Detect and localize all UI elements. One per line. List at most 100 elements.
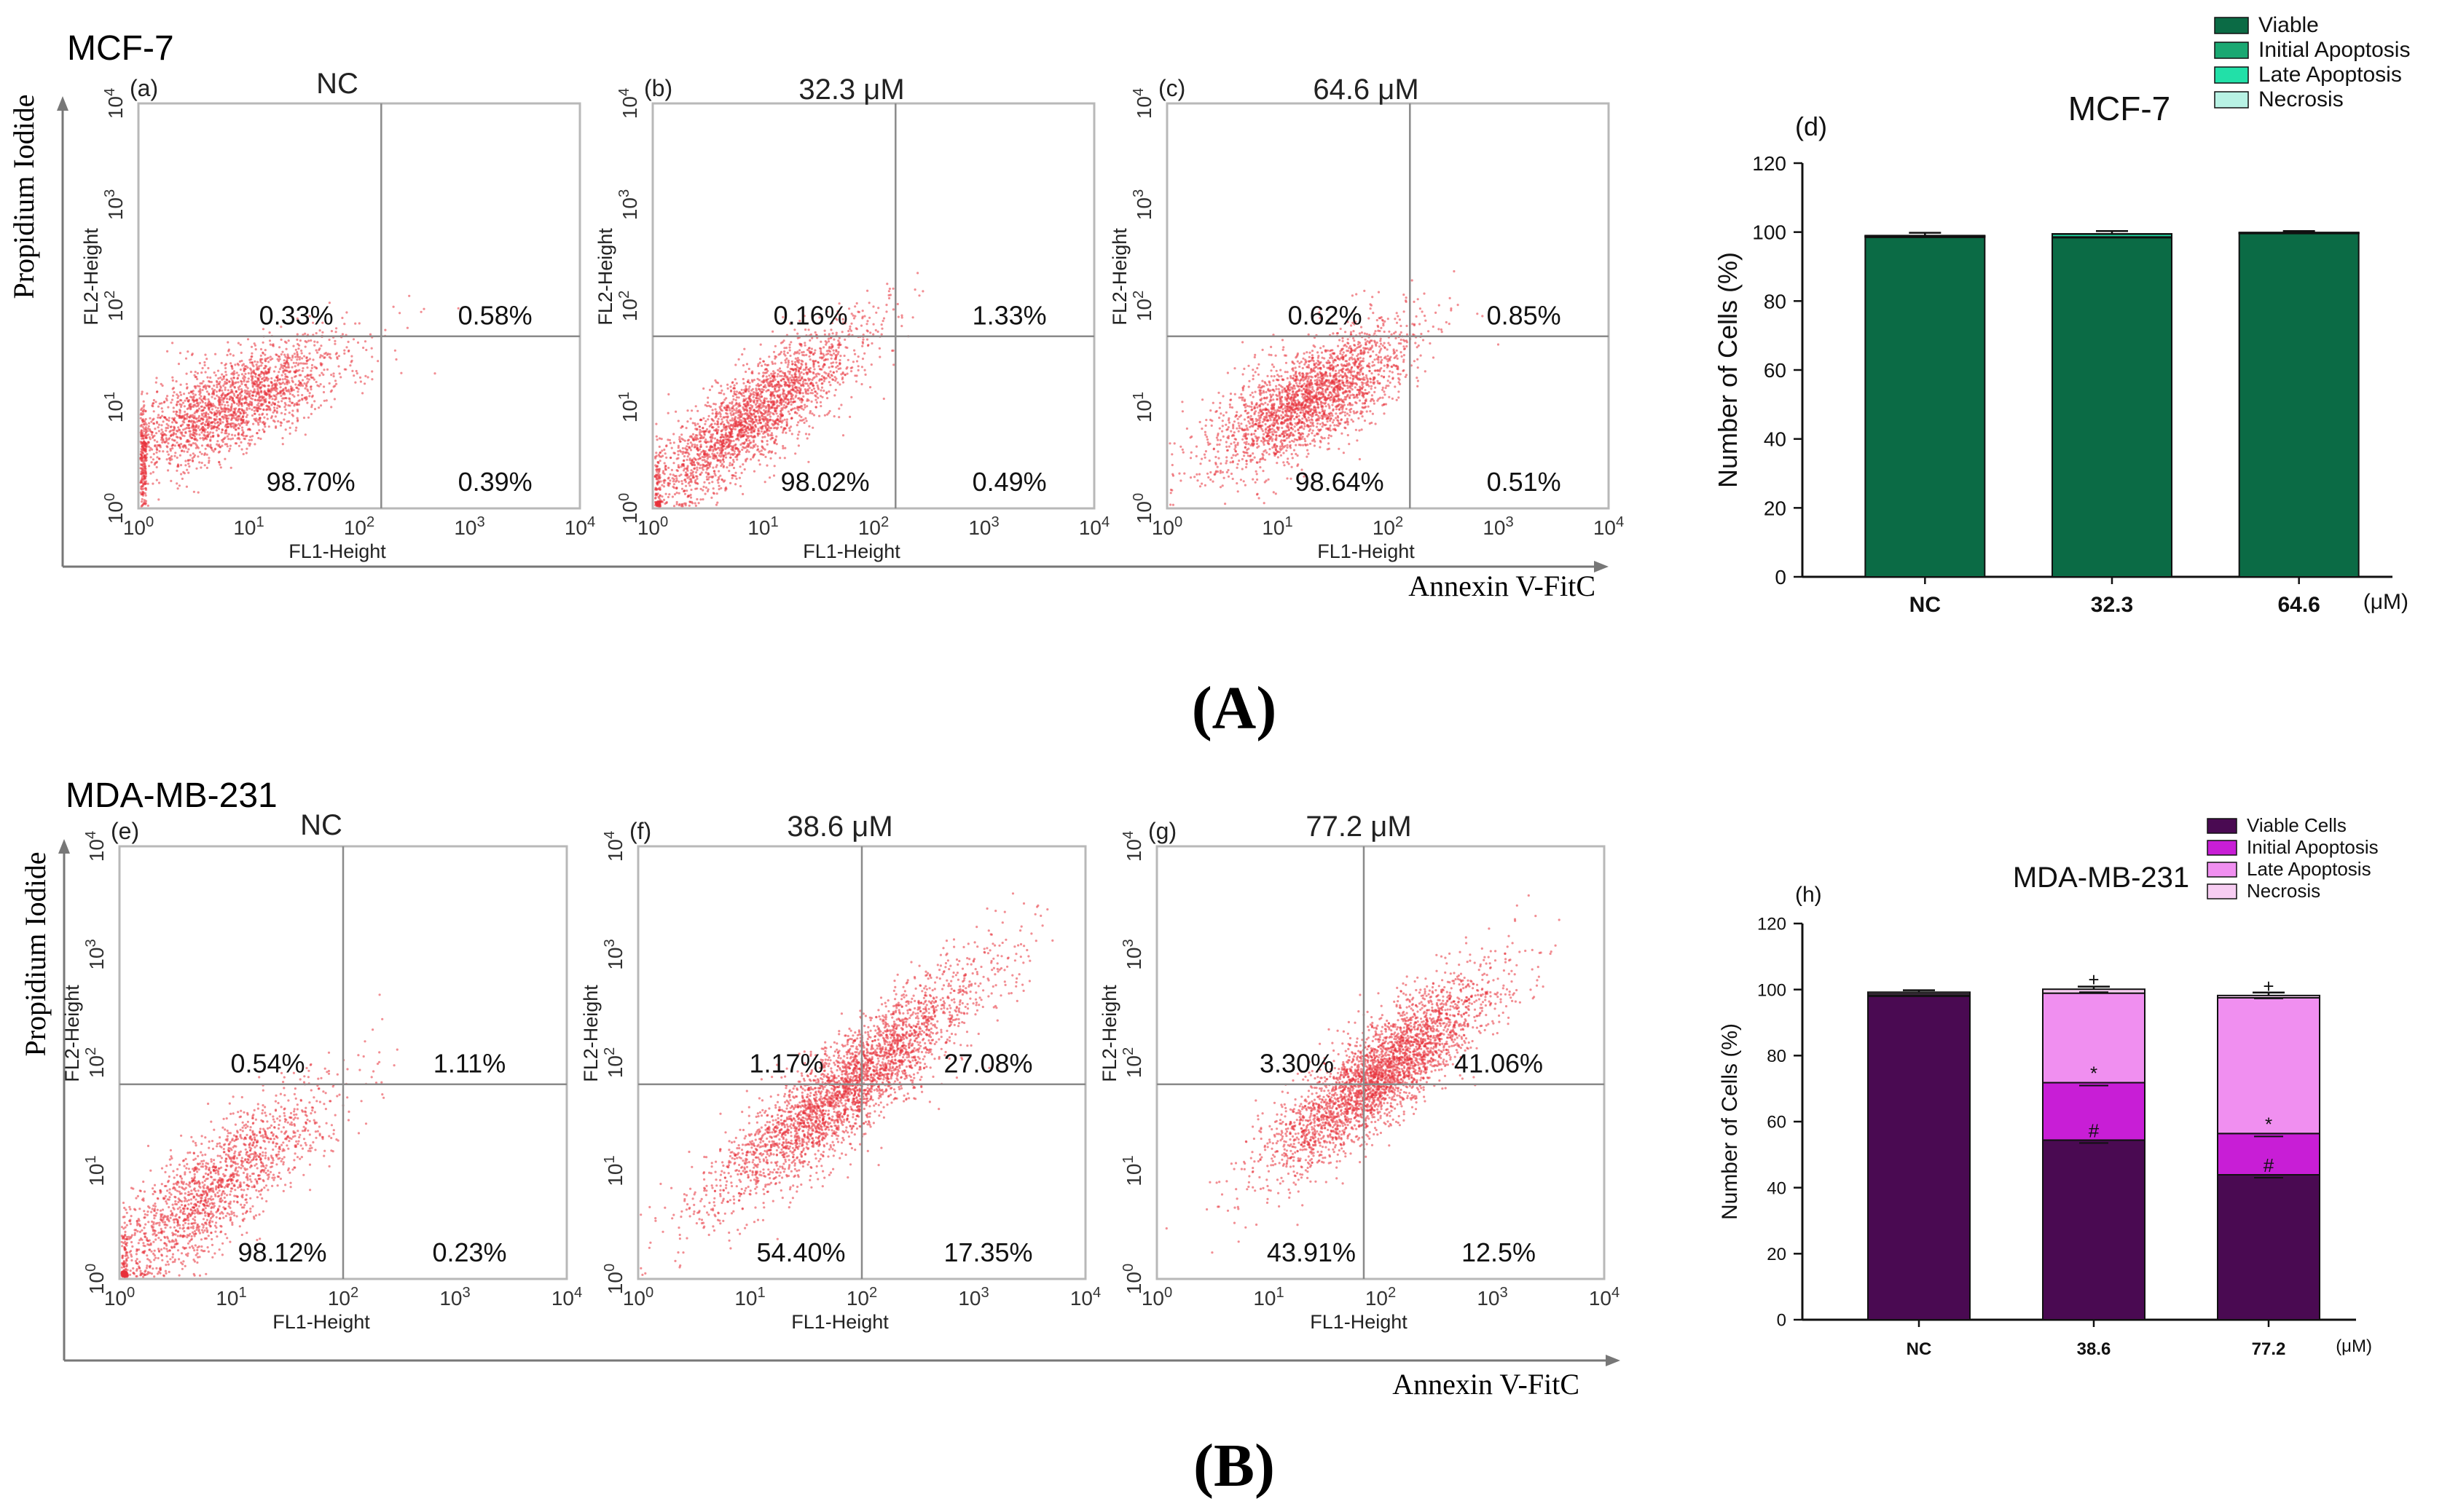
flow-event-dot [804, 366, 807, 369]
x-tick-label: 100 [637, 514, 668, 539]
flow-event-dot [727, 422, 730, 425]
flow-event-dot [677, 457, 680, 460]
flow-event-dot [788, 427, 791, 430]
flow-event-dot [218, 450, 221, 453]
flow-event-dot [820, 356, 823, 359]
flow-event-dot [195, 399, 198, 402]
flow-event-dot [784, 401, 788, 404]
flow-event-dot [364, 374, 367, 378]
flow-event-dot [283, 353, 286, 356]
flow-event-dot [861, 315, 864, 318]
flow-event-dot [235, 402, 238, 406]
flow-event-dot [222, 377, 225, 380]
flow-event-dot [788, 370, 792, 374]
flow-event-dot [710, 417, 713, 420]
flow-event-dot [161, 410, 164, 413]
flow-event-dot [262, 341, 264, 344]
flow-event-dot [804, 417, 807, 420]
flow-event-dot [826, 413, 829, 416]
flow-event-dot [739, 484, 742, 488]
flow-event-dot [843, 354, 846, 358]
flow-event-dot [699, 428, 702, 432]
flow-event-dot [812, 371, 815, 374]
flow-event-dot [200, 452, 203, 455]
flow-event-dot [772, 378, 774, 381]
flow-event-dot [239, 343, 242, 346]
flow-event-dot [262, 352, 264, 355]
flow-event-dot [786, 366, 789, 369]
flow-event-dot [301, 393, 304, 397]
flow-event-dot [392, 305, 395, 308]
flow-event-dot [699, 446, 702, 449]
flow-event-dot [782, 444, 785, 448]
flow-event-dot [784, 427, 787, 430]
flow-event-dot [766, 382, 770, 385]
flow-event-dot [794, 357, 797, 360]
flow-event-dot [208, 409, 211, 412]
flow-event-dot [364, 340, 367, 343]
flow-event-dot [141, 476, 144, 479]
flow-event-dot [728, 406, 731, 410]
charts-layer: 100 101 102 103 104100101102103104FL1-Height… [61, 13, 2410, 1359]
flow-event-dot [788, 429, 791, 432]
flow-event-dot [189, 371, 192, 374]
flow-event-dot [1247, 420, 1250, 423]
flow-event-dot [259, 381, 262, 384]
flow-event-dot [176, 482, 178, 485]
flow-event-dot [236, 362, 239, 366]
flow-event-dot [709, 436, 712, 438]
quadrant-lower-left-value: 98.70% [267, 467, 356, 497]
flow-event-dot [688, 484, 691, 487]
flow-event-dot [243, 402, 246, 405]
flow-event-dot [329, 357, 332, 360]
flow-event-dot [248, 442, 252, 446]
flow-event-dot [664, 492, 667, 495]
flow-event-dot [773, 465, 776, 468]
flow-event-dot [1288, 441, 1291, 444]
flow-event-dot [189, 434, 192, 438]
flow-event-dot [228, 408, 231, 411]
flow-event-dot [790, 409, 793, 412]
flow-event-dot [798, 349, 801, 352]
flow-event-dot [139, 441, 142, 444]
flow-event-dot [876, 330, 879, 333]
flow-event-dot [200, 422, 203, 425]
flow-event-dot [753, 393, 755, 396]
flow-event-dot [270, 381, 273, 384]
flow-event-dot [240, 401, 243, 405]
flow-event-dot [696, 481, 699, 485]
flow-event-dot [275, 395, 278, 398]
flow-event-dot [664, 468, 667, 471]
flow-event-dot [194, 371, 197, 374]
flow-event-dot [1248, 379, 1251, 382]
flow-event-dot [766, 400, 769, 403]
flow-event-dot [675, 480, 678, 483]
flow-event-dot [683, 460, 686, 462]
flow-event-dot [718, 391, 721, 395]
flow-event-dot [303, 355, 306, 358]
flow-event-dot [1206, 441, 1209, 444]
flow-event-dot [761, 436, 764, 439]
flow-event-dot [290, 358, 293, 361]
flow-event-dot [257, 436, 260, 440]
flow-event-dot [149, 472, 152, 475]
flow-event-dot [152, 410, 155, 413]
flow-event-dot [774, 407, 777, 411]
flow-event-dot [807, 379, 810, 382]
flow-event-dot [254, 380, 256, 383]
flow-event-dot [371, 355, 374, 358]
flow-event-dot [194, 393, 197, 396]
flow-event-dot [197, 390, 200, 393]
flow-event-dot [696, 487, 699, 490]
flow-event-dot [204, 428, 207, 431]
flow-event-dot [768, 374, 771, 377]
panel-title: NC [316, 68, 358, 100]
flow-event-dot [793, 378, 796, 381]
flow-event-dot [286, 353, 289, 356]
flow-event-dot [273, 420, 276, 423]
flow-event-dot [229, 395, 232, 398]
flow-event-dot [259, 437, 262, 441]
flow-event-dot [214, 374, 217, 377]
flow-event-dot [227, 449, 231, 452]
flow-event-dot [252, 369, 256, 372]
